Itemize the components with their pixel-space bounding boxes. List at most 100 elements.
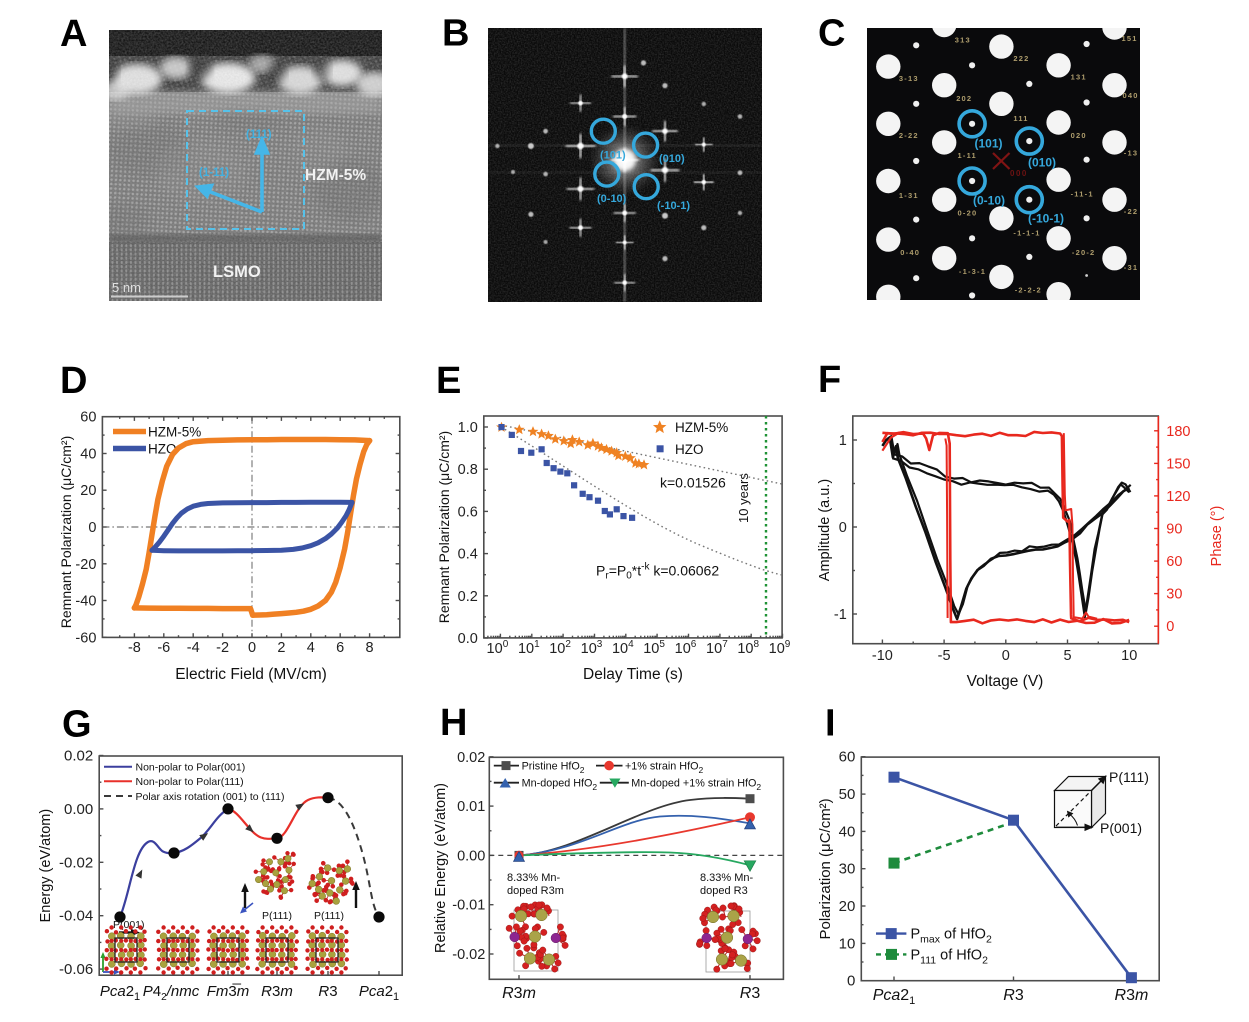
svg-text:doped R3m: doped R3m: [507, 885, 564, 897]
svg-text:000: 000: [1010, 169, 1028, 178]
svg-text:-2-2-2: -2-2-2: [1015, 286, 1042, 295]
svg-text:40: 40: [839, 823, 856, 840]
svg-text:Amplitude (a.u.): Amplitude (a.u.): [817, 479, 833, 581]
svg-text:Pristine HfO2: Pristine HfO2: [522, 761, 585, 776]
svg-text:Polarization (μC/cm²): Polarization (μC/cm²): [817, 798, 834, 939]
svg-text:-1-1-1: -1-1-1: [1013, 228, 1040, 237]
svg-text:(-10-1): (-10-1): [1028, 211, 1064, 225]
svg-text:020: 020: [1071, 131, 1087, 140]
svg-text:-40: -40: [75, 594, 96, 610]
svg-text:Voltage (V): Voltage (V): [967, 673, 1044, 690]
svg-text:B: B: [442, 13, 469, 55]
svg-text:-8: -8: [128, 640, 141, 656]
svg-text:-60: -60: [75, 630, 96, 646]
svg-text:50: 50: [839, 786, 856, 803]
svg-text:Non-polar to Polar(111): Non-polar to Polar(111): [136, 776, 244, 788]
svg-text:-10: -10: [872, 648, 893, 664]
svg-text:-2: -2: [216, 640, 229, 656]
svg-text:C: C: [818, 13, 845, 55]
svg-text:8: 8: [366, 640, 374, 656]
svg-text:(101): (101): [600, 150, 626, 162]
svg-text:107: 107: [706, 639, 728, 657]
svg-text:6: 6: [336, 640, 344, 656]
svg-text:P(111): P(111): [262, 910, 292, 922]
svg-text:(-10-1): (-10-1): [657, 200, 690, 212]
svg-text:105: 105: [643, 639, 665, 657]
svg-text:0.00: 0.00: [457, 848, 485, 864]
svg-text:Pca21: Pca21: [100, 983, 140, 1003]
svg-text:HZM-5%: HZM-5%: [675, 420, 728, 435]
svg-text:Delay Time (s): Delay Time (s): [583, 666, 683, 683]
svg-text:0.01: 0.01: [457, 799, 485, 815]
svg-text:109: 109: [769, 639, 791, 657]
svg-text:HZM-5%: HZM-5%: [305, 167, 366, 184]
svg-text:HZM-5%: HZM-5%: [148, 425, 201, 440]
svg-text:A: A: [60, 13, 87, 55]
svg-text:151: 151: [1122, 34, 1138, 43]
svg-text:4: 4: [307, 640, 315, 656]
svg-text:(0-10): (0-10): [973, 194, 1005, 208]
svg-text:LSMO: LSMO: [213, 263, 261, 281]
svg-text:Phase (°): Phase (°): [1209, 506, 1225, 567]
svg-text:Polar axis rotation (001) to (: Polar axis rotation (001) to (111): [136, 791, 285, 803]
svg-text:R3: R3: [1003, 987, 1024, 1004]
svg-text:8.33% Mn-: 8.33% Mn-: [507, 872, 561, 884]
svg-text:102: 102: [549, 639, 571, 657]
svg-text:-5: -5: [938, 648, 951, 664]
svg-text:101: 101: [518, 639, 540, 657]
svg-text:202: 202: [956, 94, 972, 103]
svg-text:2: 2: [277, 640, 285, 656]
svg-text:30: 30: [839, 861, 856, 878]
svg-text:Mn-doped +1% strain HfO2: Mn-doped +1% strain HfO2: [631, 778, 761, 793]
svg-text:-11-1: -11-1: [1071, 190, 1094, 199]
svg-text:10: 10: [1121, 648, 1137, 664]
svg-text:108: 108: [737, 639, 759, 657]
svg-text:20: 20: [839, 898, 856, 915]
svg-text:D: D: [60, 360, 87, 402]
svg-text:-1: -1: [834, 607, 847, 623]
svg-text:k=0.01526: k=0.01526: [660, 475, 726, 491]
svg-text:Pca21: Pca21: [359, 983, 399, 1003]
svg-text:30: 30: [1166, 587, 1182, 603]
svg-text:(1-11): (1-11): [199, 167, 229, 179]
svg-text:-0.02: -0.02: [452, 947, 485, 963]
svg-text:0.2: 0.2: [458, 589, 478, 605]
svg-text:-0.06: -0.06: [59, 961, 93, 978]
svg-text:0-20: 0-20: [958, 208, 978, 217]
svg-text:60: 60: [1166, 554, 1182, 570]
svg-text:Non-polar to Polar(001): Non-polar to Polar(001): [136, 762, 246, 774]
svg-text:HZO: HZO: [675, 442, 704, 457]
svg-text:0: 0: [1166, 619, 1174, 635]
svg-text:P111 of HfO2: P111 of HfO2: [911, 947, 989, 966]
svg-text:P42/nmc: P42/nmc: [143, 983, 200, 1003]
svg-text:R3m: R3m: [261, 983, 293, 1000]
svg-text:Remnant Polarization (μC/cm²): Remnant Polarization (μC/cm²): [436, 431, 452, 623]
svg-text:0: 0: [248, 640, 256, 656]
svg-text:-31: -31: [1124, 263, 1138, 272]
svg-text:-13: -13: [1124, 149, 1138, 158]
svg-text:P(001): P(001): [1100, 820, 1142, 836]
svg-text:(010): (010): [1028, 155, 1056, 169]
svg-text:I: I: [825, 703, 836, 745]
svg-text:Electric Field (MV/cm): Electric Field (MV/cm): [175, 666, 327, 683]
svg-text:E: E: [436, 360, 461, 402]
svg-text:-20-2: -20-2: [1072, 248, 1096, 257]
svg-text:222: 222: [1013, 54, 1029, 63]
svg-text:H: H: [440, 702, 467, 744]
svg-text:60: 60: [80, 410, 96, 426]
svg-text:Mn-doped HfO2: Mn-doped HfO2: [522, 778, 598, 793]
svg-text:-0.02: -0.02: [59, 854, 93, 871]
svg-text:180: 180: [1166, 424, 1190, 440]
svg-text:1-11: 1-11: [958, 151, 977, 160]
svg-text:1-31: 1-31: [899, 191, 919, 200]
svg-text:R3: R3: [318, 983, 337, 1000]
svg-text:40: 40: [80, 447, 96, 463]
svg-text:8.33% Mn-: 8.33% Mn-: [700, 872, 754, 884]
svg-text:103: 103: [581, 639, 603, 657]
svg-text:0: 0: [839, 520, 847, 536]
svg-text:Pr=P0*t-k k=0.06062: Pr=P0*t-k k=0.06062: [596, 562, 719, 582]
svg-text:R3: R3: [740, 985, 761, 1002]
svg-text:R3m: R3m: [1115, 987, 1149, 1004]
svg-text:1.0: 1.0: [458, 420, 478, 436]
svg-text:(101): (101): [975, 137, 1003, 151]
